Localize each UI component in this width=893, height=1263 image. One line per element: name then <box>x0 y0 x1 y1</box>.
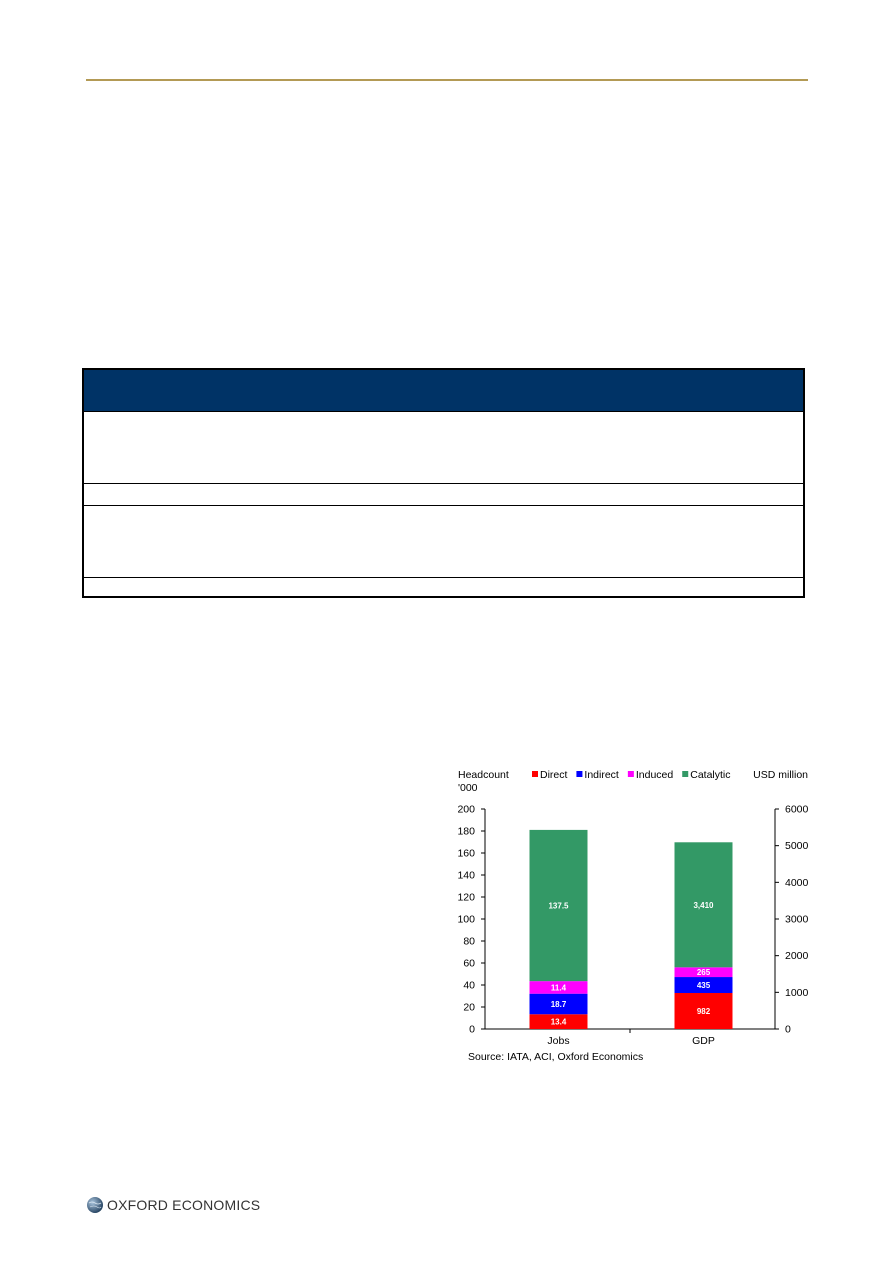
chart-x-labels: Jobs GDP <box>547 1035 714 1047</box>
left-tick-label: 120 <box>457 892 475 904</box>
right-tick-label: 3000 <box>785 914 809 926</box>
legend-label: Direct <box>540 769 568 781</box>
legend-swatch <box>627 771 634 777</box>
left-tick-label: 40 <box>463 980 475 992</box>
table-row <box>84 506 803 578</box>
legend-label: Catalytic <box>690 769 730 781</box>
left-tick-label: 60 <box>463 958 475 970</box>
bar-value-label: 137.5 <box>548 902 569 911</box>
bar-segment <box>674 977 733 993</box>
bar-segment <box>529 829 588 982</box>
right-tick-label: 1000 <box>785 987 809 999</box>
left-tick-label: 140 <box>457 870 475 882</box>
legend-label: Indirect <box>584 769 619 781</box>
right-axis-label: USD million <box>753 769 808 781</box>
bar-segment <box>529 993 588 1015</box>
chart-source: Source: IATA, ACI, Oxford Economics <box>468 1051 643 1063</box>
chart-axes: 0204060801001201401601802000100020003000… <box>457 804 808 1036</box>
globe-icon <box>87 1197 103 1213</box>
brand-name: OXFORD ECONOMICS <box>107 1197 261 1213</box>
summary-table <box>82 368 805 598</box>
bar-value-label: 18.7 <box>551 1000 567 1009</box>
bar-value-label: 982 <box>697 1007 711 1016</box>
economic-impact-chart: Headcount '000 USD million Direct Indirec… <box>457 769 808 1063</box>
legend-swatch <box>682 771 689 777</box>
left-tick-label: 180 <box>457 826 475 838</box>
right-tick-label: 6000 <box>785 804 809 816</box>
x-category-label: Jobs <box>547 1035 569 1047</box>
legend-label: Induced <box>636 769 674 781</box>
left-tick-label: 200 <box>457 804 475 816</box>
left-tick-label: 100 <box>457 914 475 926</box>
legend-swatch <box>532 771 538 777</box>
chart-bars: 13.4 18.7 11.4 137.5 982 435 265 3,410 <box>529 829 733 1029</box>
bar-value-label: 435 <box>697 981 711 990</box>
left-tick-label: 80 <box>463 936 475 948</box>
right-tick-label: 0 <box>785 1024 791 1036</box>
left-axis-unit: '000 <box>458 782 478 794</box>
bar-segment <box>529 981 588 994</box>
right-tick-label: 5000 <box>785 840 809 852</box>
left-tick-label: 160 <box>457 848 475 860</box>
right-tick-label: 2000 <box>785 950 809 962</box>
bar-value-label: 265 <box>697 968 711 977</box>
left-axis-label: Headcount <box>458 769 509 781</box>
bar-segment <box>674 967 733 978</box>
left-tick-label: 0 <box>469 1024 475 1036</box>
legend-swatch <box>576 771 583 777</box>
chart-legend: Direct Indirect Induced Catalytic <box>532 769 731 781</box>
bar-value-label: 13.4 <box>551 1018 567 1027</box>
table-row <box>84 411 803 484</box>
header-rule <box>86 79 808 81</box>
bar-segment <box>674 992 733 1029</box>
left-tick-label: 20 <box>463 1002 475 1014</box>
right-tick-label: 4000 <box>785 877 809 889</box>
table-header <box>84 370 803 412</box>
bar-segment <box>674 842 733 968</box>
bar-segment <box>529 1014 588 1029</box>
x-category-label: GDP <box>692 1035 715 1047</box>
footer-logo: OXFORD ECONOMICS <box>86 1195 260 1215</box>
table-row <box>84 484 803 506</box>
bar-value-label: 11.4 <box>551 983 567 992</box>
bar-value-label: 3,410 <box>693 901 714 910</box>
